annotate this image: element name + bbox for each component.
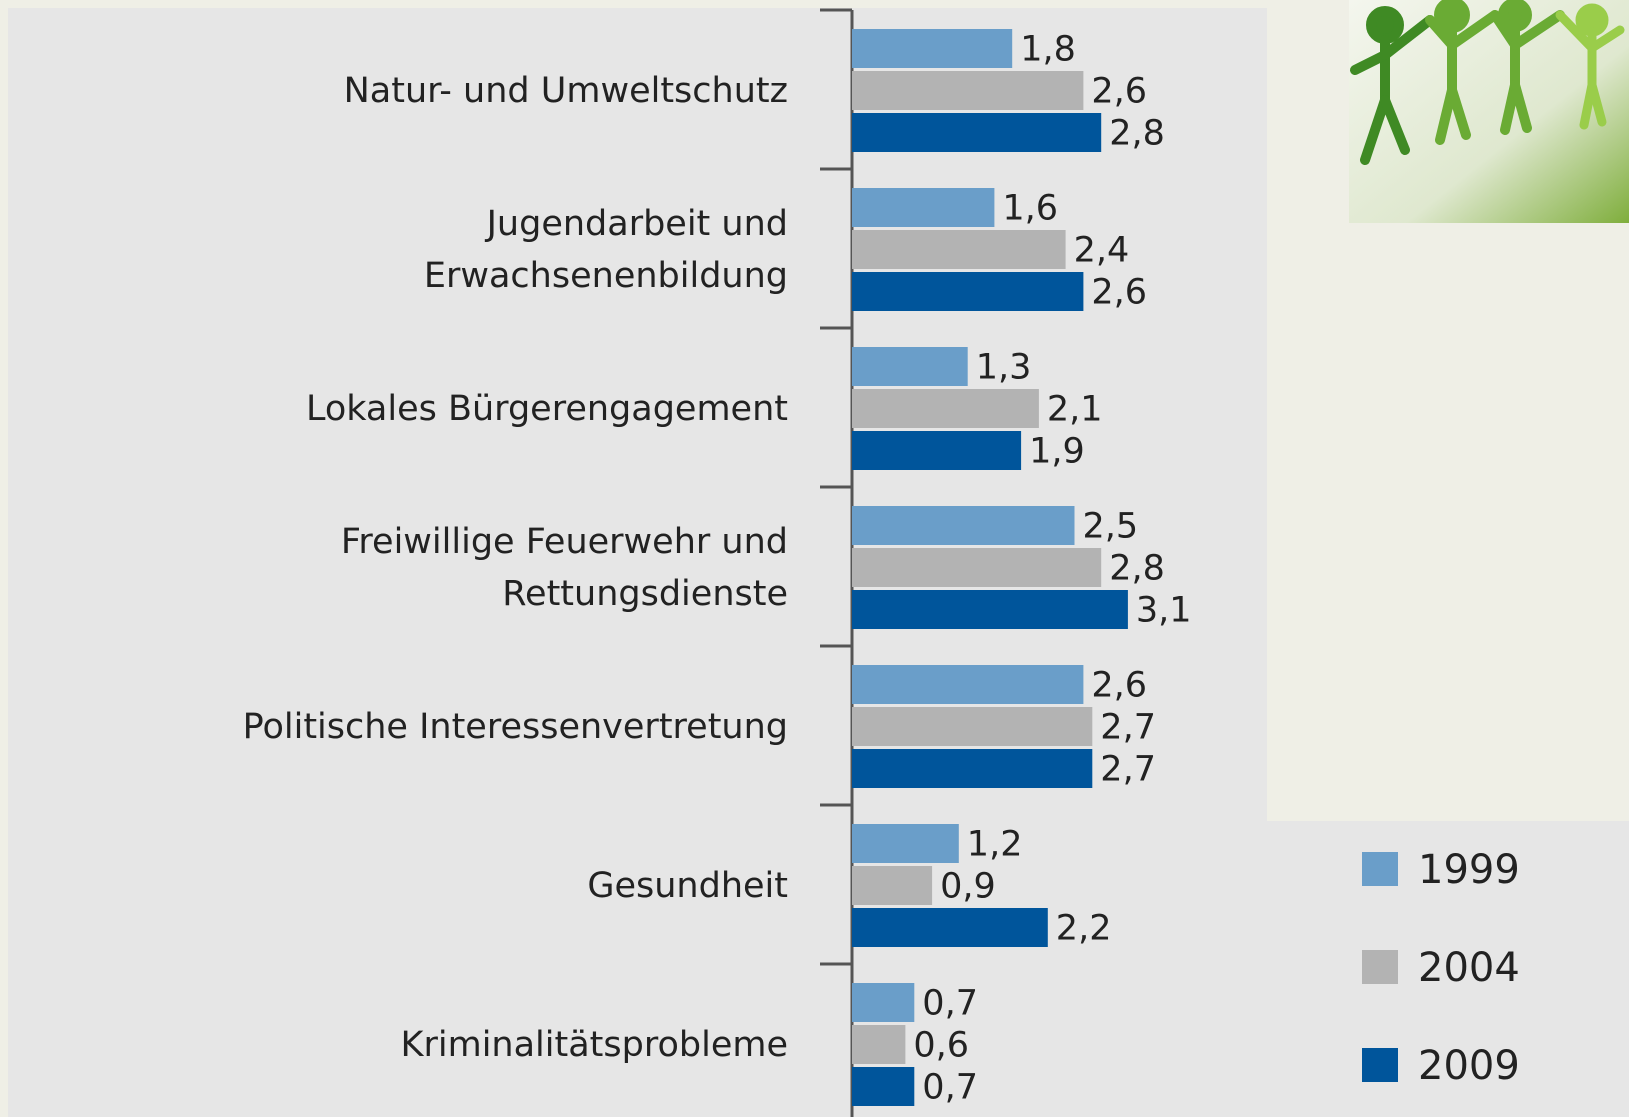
bar [852, 1067, 914, 1106]
bar [852, 506, 1075, 545]
bar [852, 431, 1021, 470]
bar [852, 272, 1083, 311]
category-label: Lokales Bürgerengagement [306, 383, 788, 435]
bar [852, 548, 1101, 587]
bar [852, 824, 959, 863]
value-label: 3,1 [1136, 591, 1192, 631]
bar [852, 590, 1128, 629]
value-label: 1,6 [1002, 189, 1058, 229]
value-label: 1,9 [1029, 432, 1085, 472]
legend-label: 1999 [1418, 847, 1520, 893]
bar [852, 29, 1012, 68]
value-label: 2,6 [1091, 72, 1147, 112]
value-label: 0,7 [922, 1068, 978, 1108]
value-label: 0,6 [913, 1026, 969, 1066]
category-label: Politische Interessenvertretung [243, 701, 788, 753]
value-label: 1,3 [976, 348, 1032, 388]
page: 1,82,62,81,62,42,61,32,11,92,52,83,12,62… [0, 0, 1629, 1117]
bar [852, 707, 1092, 746]
bar [852, 230, 1066, 269]
bar [852, 983, 914, 1022]
decorative-image [1349, 0, 1629, 223]
category-label: Freiwillige Feuerwehr und Rettungsdienst… [341, 516, 788, 620]
legend-label: 2004 [1418, 945, 1520, 991]
value-label: 2,8 [1109, 114, 1165, 154]
bar [852, 908, 1048, 947]
bar [852, 71, 1083, 110]
legend-label: 2009 [1418, 1043, 1520, 1089]
value-label: 1,2 [967, 825, 1023, 865]
bar [852, 1025, 905, 1064]
bar [852, 866, 932, 905]
bar [852, 113, 1101, 152]
category-label: Kriminalitätsprobleme [401, 1019, 788, 1071]
bar [852, 347, 968, 386]
category-label: Gesundheit [587, 860, 788, 912]
value-label: 2,1 [1047, 390, 1103, 430]
value-label: 2,2 [1056, 909, 1112, 949]
value-label: 2,6 [1091, 666, 1147, 706]
value-label: 2,6 [1091, 273, 1147, 313]
bar [852, 188, 994, 227]
value-label: 1,8 [1020, 30, 1076, 70]
bar [852, 665, 1083, 704]
value-label: 0,9 [940, 867, 996, 907]
value-label: 0,7 [922, 984, 978, 1024]
category-label: Jugendarbeit und Erwachsenenbildung [424, 198, 788, 302]
legend-swatch [1362, 1048, 1398, 1082]
bar [852, 749, 1092, 788]
legend-swatch [1362, 950, 1398, 984]
chart: 1,82,62,81,62,42,61,32,11,92,52,83,12,62… [0, 0, 1629, 1117]
value-label: 2,4 [1074, 231, 1130, 271]
value-label: 2,7 [1100, 750, 1156, 790]
bar [852, 389, 1039, 428]
value-label: 2,5 [1083, 507, 1139, 547]
value-label: 2,8 [1109, 549, 1165, 589]
category-label: Natur- und Umweltschutz [344, 65, 788, 117]
legend-swatch [1362, 852, 1398, 886]
value-label: 2,7 [1100, 708, 1156, 748]
